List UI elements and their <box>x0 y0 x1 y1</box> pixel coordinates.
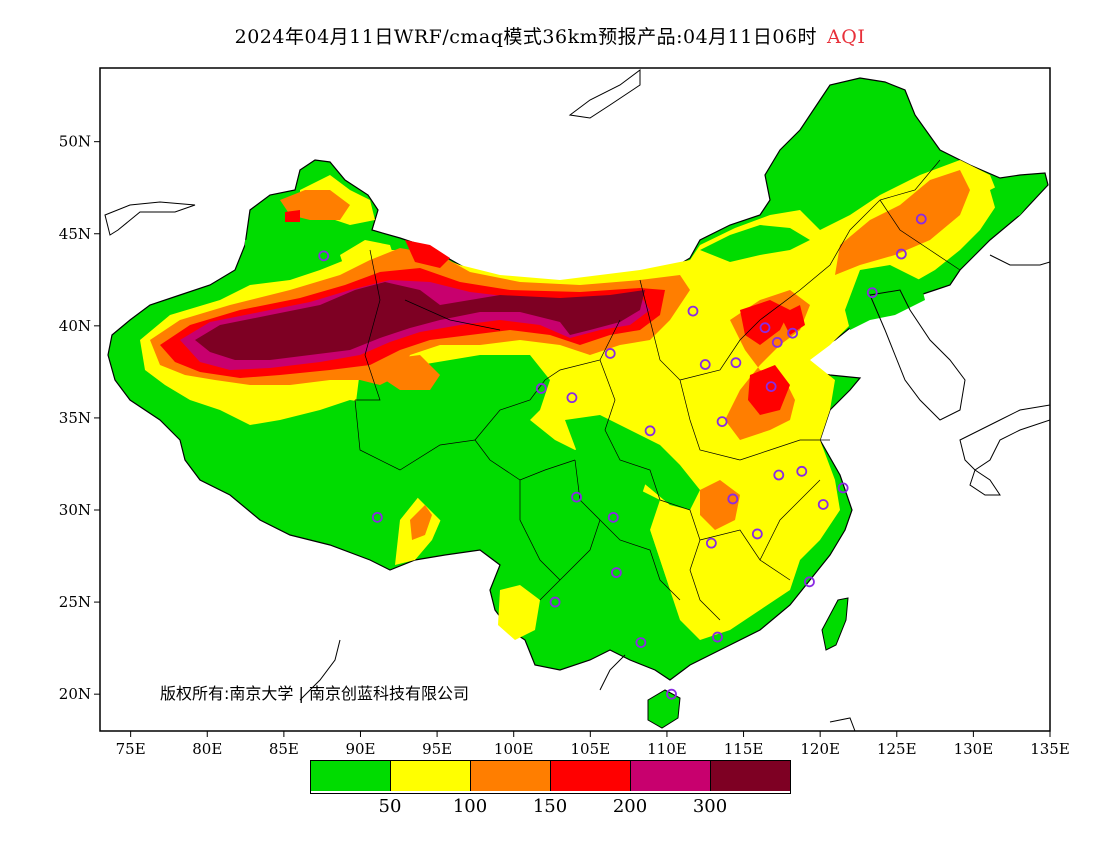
x-tick-label: 130E <box>954 740 994 758</box>
legend-label: 100 <box>452 796 488 817</box>
station-marker <box>730 357 742 369</box>
station-marker <box>837 482 849 494</box>
station-marker <box>771 337 783 348</box>
station-marker <box>549 596 561 608</box>
legend-label: 150 <box>532 796 568 817</box>
station-marker <box>566 392 578 404</box>
x-tick-label: 100E <box>494 740 534 758</box>
station-marker <box>759 322 771 334</box>
station-marker <box>705 537 717 549</box>
map-frame <box>99 67 1051 732</box>
aqi-hazardous-zones <box>195 282 645 360</box>
station-marker <box>699 359 711 370</box>
title-main: 2024年04月11日WRF/cmaq模式36km预报产品:04月11日06时 <box>234 26 818 48</box>
x-axis: 75E 80E 85E 90E 95E 100E 105E 110E 115E 120E 125E 1… <box>116 731 1070 758</box>
station-marker <box>716 416 728 428</box>
x-tick-label: 75E <box>116 740 146 758</box>
coastline-outlines <box>104 69 1050 731</box>
station-marker <box>610 567 622 579</box>
map-content <box>104 69 1050 731</box>
x-tick-label: 125E <box>877 740 917 758</box>
station-marker <box>666 688 677 700</box>
station-marker <box>535 383 547 394</box>
station-marker <box>915 213 927 225</box>
station-marker <box>604 348 616 359</box>
station-marker <box>687 305 699 317</box>
y-tick-label: 50N <box>59 133 91 151</box>
y-axis: 20N 25N 30N 35N 40N 45N 50N <box>59 133 100 703</box>
station-marker <box>895 248 907 260</box>
copyright-text: 版权所有:南京大学 | 南京创蓝科技有限公司 <box>160 684 469 703</box>
title-variable: AQI <box>827 26 866 48</box>
legend-swatch <box>551 761 631 791</box>
station-marker <box>635 637 647 648</box>
x-tick-label: 90E <box>345 740 375 758</box>
x-tick-label: 135E <box>1030 740 1070 758</box>
legend-label: 200 <box>612 796 648 817</box>
station-marker <box>765 381 777 393</box>
legend-swatch <box>711 761 790 791</box>
legend-swatch <box>471 761 551 791</box>
x-tick-label: 95E <box>422 740 452 758</box>
station-marker <box>371 511 383 523</box>
station-marker <box>607 511 619 523</box>
taiwan-island <box>821 597 849 651</box>
y-tick-label: 35N <box>59 409 91 427</box>
x-tick-label: 80E <box>192 740 222 758</box>
legend-label: 50 <box>378 796 402 817</box>
station-marker <box>866 287 878 299</box>
station-marker <box>796 465 808 477</box>
station-marker <box>318 250 330 262</box>
station-marker <box>712 631 723 643</box>
y-tick-label: 40N <box>59 317 91 335</box>
aqi-legend <box>310 760 791 794</box>
station-marker <box>571 491 582 503</box>
station-marker <box>727 493 739 505</box>
legend-swatch <box>631 761 711 791</box>
station-marker <box>817 499 829 510</box>
station-markers <box>318 213 927 700</box>
y-tick-label: 25N <box>59 593 91 611</box>
y-tick-label: 45N <box>59 225 91 243</box>
x-tick-label: 105E <box>571 740 611 758</box>
station-marker <box>787 327 798 339</box>
station-marker <box>804 576 815 588</box>
station-marker <box>751 528 763 540</box>
x-tick-label: 110E <box>647 740 687 758</box>
x-tick-label: 85E <box>269 740 299 758</box>
station-marker <box>773 469 785 481</box>
legend-label: 300 <box>692 796 728 817</box>
y-tick-label: 30N <box>59 501 91 519</box>
station-marker <box>644 425 656 437</box>
legend-swatch <box>391 761 471 791</box>
legend-swatch <box>311 761 391 791</box>
x-tick-label: 115E <box>724 740 764 758</box>
map-title: 2024年04月11日WRF/cmaq模式36km预报产品:04月11日06时 A… <box>0 22 1100 49</box>
aqi-good-zones <box>245 178 1040 640</box>
x-tick-label: 120E <box>800 740 840 758</box>
y-tick-label: 20N <box>59 685 91 703</box>
